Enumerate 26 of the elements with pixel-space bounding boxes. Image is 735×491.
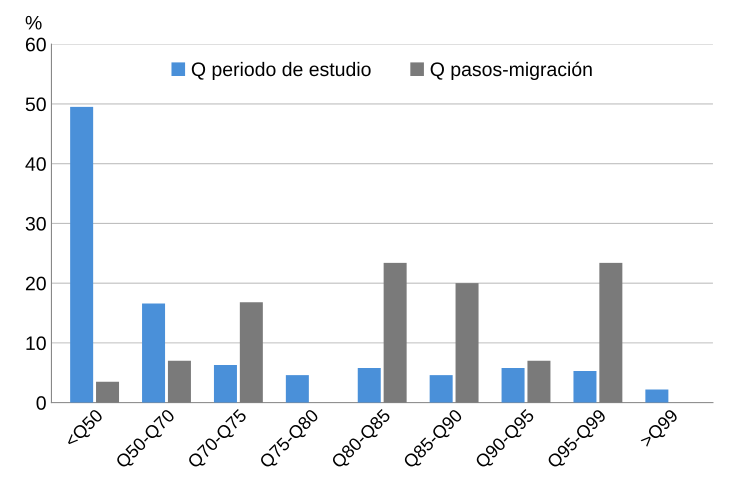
y-tick-label: 50	[26, 97, 46, 112]
legend-label: Q periodo de estudio	[192, 62, 371, 80]
bar	[502, 368, 525, 403]
y-tick-label: 30	[26, 216, 46, 231]
y-tick-label: 0	[36, 396, 46, 410]
bar	[286, 375, 309, 403]
bar	[456, 283, 479, 403]
y-tick-label: 40	[25, 157, 46, 171]
bar	[142, 303, 166, 403]
y-tick-label: 10	[26, 336, 46, 350]
bar	[358, 368, 381, 403]
bar	[645, 389, 668, 403]
bar	[168, 360, 191, 403]
bar	[430, 375, 453, 403]
bar	[70, 106, 94, 403]
bar	[527, 360, 550, 403]
legend-label: Q pasos-migración	[430, 62, 592, 80]
y-axis-title: %	[26, 16, 42, 30]
bar	[240, 302, 263, 403]
bar	[96, 382, 120, 403]
bar	[384, 262, 407, 403]
bar	[573, 370, 596, 403]
bar	[599, 262, 622, 403]
y-tick-label: 60	[26, 38, 46, 52]
bar	[214, 364, 237, 403]
y-tick-label: 20	[26, 276, 46, 290]
